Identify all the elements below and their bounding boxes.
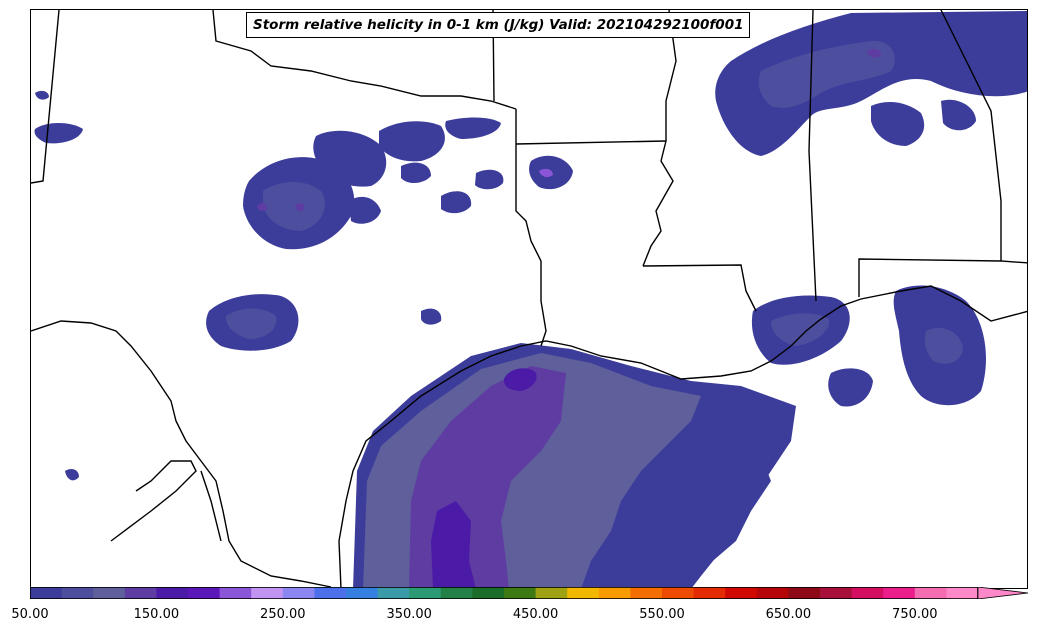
helicity-region-ctx2 <box>379 121 445 162</box>
colorbar-segment <box>914 587 947 599</box>
boundary-la-north <box>642 264 757 312</box>
colorbar-segment <box>472 587 505 599</box>
colorbar-segment <box>662 587 695 599</box>
colorbar-segment <box>535 587 568 599</box>
boundary-tx-ok-east <box>515 109 547 347</box>
helicity-region-ga2 <box>941 99 976 131</box>
helicity-region-ctx4 <box>349 196 381 224</box>
boundary-ar-la <box>515 140 667 145</box>
colorbar-segment <box>756 587 789 599</box>
colorbar-tick-label: 450.00 <box>512 607 559 622</box>
colorbar-tick-label: 150.00 <box>133 607 180 622</box>
colorbar-segment <box>851 587 884 599</box>
colorbar-segment <box>346 587 379 599</box>
colorbar-tick-label: 250.00 <box>260 607 306 622</box>
colorbar-segment <box>630 587 663 599</box>
helicity-region-e-tx <box>421 308 442 325</box>
boundary-ms-east <box>808 10 817 302</box>
helicity-region-la-coast-inner <box>771 313 830 346</box>
colorbar <box>30 587 1029 599</box>
colorbar-tick-label: 650.00 <box>765 607 812 622</box>
helicity-region-ar-core <box>539 168 553 178</box>
colorbar-segment <box>156 587 189 599</box>
helicity-region-wtx-dot2 <box>295 203 305 212</box>
helicity-region-northeast-inner <box>758 40 895 108</box>
helicity-region-ok <box>34 123 83 144</box>
helicity-region-tx-n <box>441 191 472 214</box>
colorbar-segment <box>377 587 410 599</box>
colorbar-tick-label: 550.00 <box>639 607 685 622</box>
boundary-al-fl <box>858 258 1002 297</box>
colorbar-segment <box>61 587 94 599</box>
colorbar-segment <box>282 587 315 599</box>
map-title: Storm relative helicity in 0-1 km (J/kg)… <box>246 12 751 38</box>
colorbar-segment <box>820 587 853 599</box>
colorbar-segment <box>567 587 600 599</box>
boundary-tx-nm <box>31 10 60 184</box>
helicity-fill-layer <box>34 11 1027 588</box>
helicity-region-northeast <box>715 11 1027 156</box>
colorbar-extend-arrow <box>977 587 1029 599</box>
map-plot <box>31 10 1027 588</box>
boundary-layer <box>31 10 1027 588</box>
helicity-region-wtx-inner <box>263 182 325 231</box>
boundary-ok-north <box>212 10 517 110</box>
colorbar-tick-label: 350.00 <box>386 607 432 622</box>
map-panel <box>30 9 1028 589</box>
colorbar-segment <box>93 587 126 599</box>
colorbar-segment <box>124 587 157 599</box>
helicity-region-tx-nw <box>401 162 431 184</box>
helicity-region-northeast-purple <box>867 48 881 58</box>
colorbar-segment <box>946 587 979 599</box>
colorbar-outline <box>30 587 979 599</box>
boundary-mexico-states <box>110 460 197 542</box>
helicity-region-tx-ne <box>475 169 504 190</box>
boundary-rio-grande <box>31 320 332 588</box>
boundary-ar-ms-river <box>642 140 674 267</box>
boundary-gulf-coast <box>338 285 1027 588</box>
boundary-mexico-states2 <box>200 470 222 542</box>
helicity-region-fl-inner <box>924 327 963 364</box>
helicity-region-gulf-core <box>431 501 476 588</box>
colorbar-segment <box>598 587 631 599</box>
colorbar-segment <box>30 587 63 599</box>
colorbar-segment <box>188 587 221 599</box>
helicity-region-nm <box>35 90 49 100</box>
colorbar-segment <box>409 587 442 599</box>
helicity-region-stx-inner <box>225 308 277 339</box>
colorbar-segment <box>725 587 758 599</box>
colorbar-segment <box>788 587 821 599</box>
colorbar-tick-label: 750.00 <box>892 607 938 622</box>
helicity-region-mex <box>65 469 79 481</box>
colorbar-tick-label: 50.00 <box>11 607 49 622</box>
helicity-region-gulf-east <box>641 451 771 588</box>
helicity-region-ctx <box>313 130 387 187</box>
helicity-region-gulf-island <box>828 368 873 407</box>
colorbar-segment <box>883 587 916 599</box>
colorbar-segment <box>314 587 347 599</box>
colorbar-segment <box>504 587 537 599</box>
colorbar-segment <box>440 587 473 599</box>
helicity-region-gulf-blob <box>503 368 537 391</box>
helicity-region-ctx3 <box>445 117 501 139</box>
colorbar-segment <box>251 587 284 599</box>
colorbar-segment <box>219 587 252 599</box>
helicity-region-ga <box>871 101 925 146</box>
colorbar-segment <box>693 587 726 599</box>
boundary-al-ga <box>940 10 1027 264</box>
helicity-region-wtx-dot <box>257 203 267 212</box>
